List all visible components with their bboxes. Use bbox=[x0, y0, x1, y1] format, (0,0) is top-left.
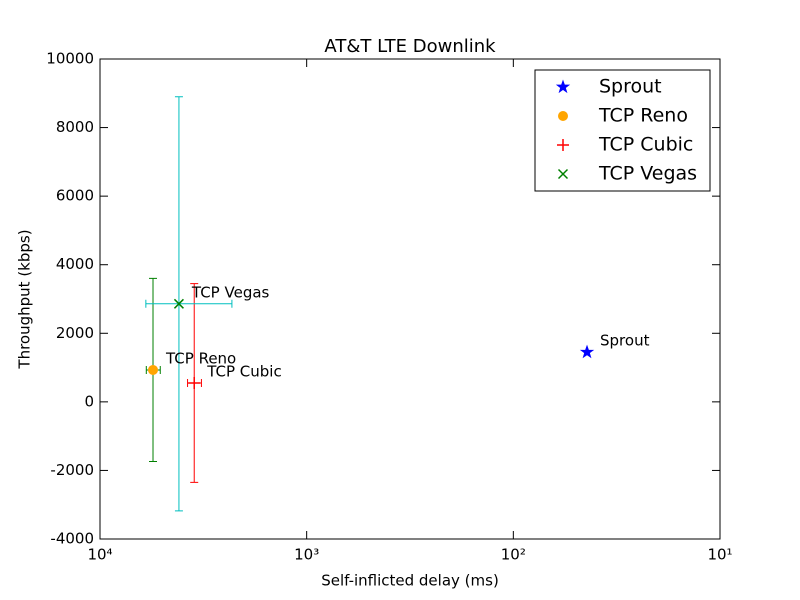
legend: Sprout TCP Reno TCP Cubic TCP Vegas bbox=[534, 69, 711, 192]
marker bbox=[188, 377, 201, 389]
x-tick-label: 10¹ bbox=[707, 546, 732, 564]
point-annotation: TCP Vegas bbox=[191, 283, 270, 301]
axes-frame bbox=[99, 58, 721, 540]
marker bbox=[558, 111, 568, 121]
marker bbox=[148, 364, 159, 375]
point-annotation: TCP Cubic bbox=[206, 363, 282, 381]
x-axis-label: Self-inflicted delay (ms) bbox=[321, 572, 499, 590]
chart-title: AT&T LTE Downlink bbox=[324, 36, 496, 57]
marker bbox=[557, 139, 569, 151]
marker bbox=[557, 168, 569, 180]
x-error-bar bbox=[145, 299, 233, 308]
marker bbox=[555, 79, 571, 94]
legend-label: Sprout bbox=[599, 76, 662, 98]
point-annotation: TCP Reno bbox=[165, 349, 236, 367]
y-tick-label: 2000 bbox=[56, 324, 94, 342]
point-annotation: Sprout bbox=[600, 332, 650, 350]
legend-label: TCP Reno bbox=[598, 105, 688, 127]
x-tick-label: 10² bbox=[501, 546, 526, 564]
legend-label: TCP Cubic bbox=[598, 134, 693, 156]
y-tick-label: -2000 bbox=[50, 461, 94, 479]
y-tick-label: 0 bbox=[84, 392, 94, 410]
y-tick-label: 4000 bbox=[56, 255, 94, 273]
y-tick-label: 10000 bbox=[46, 50, 94, 68]
y-tick-label: 8000 bbox=[56, 118, 94, 136]
y-tick-label: 6000 bbox=[56, 187, 94, 205]
y-tick-label: -4000 bbox=[50, 530, 94, 548]
legend-label: TCP Vegas bbox=[598, 163, 697, 185]
x-tick-label: 10³ bbox=[294, 546, 319, 564]
x-tick-label: 10⁴ bbox=[87, 546, 112, 564]
marker bbox=[173, 298, 184, 309]
y-axis-label: Throughput (kbps) bbox=[16, 229, 34, 369]
marker bbox=[579, 344, 595, 359]
